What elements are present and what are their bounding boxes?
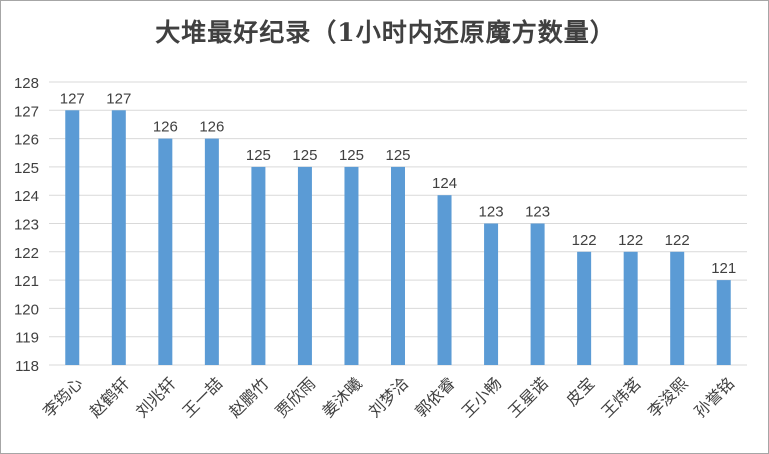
data-label: 126 <box>199 119 224 136</box>
bar <box>484 223 499 365</box>
x-tick-label: 王星诺 <box>505 374 552 421</box>
bar <box>716 280 731 365</box>
x-tick-label: 孙誉铭 <box>691 374 738 421</box>
y-tick-label: 126 <box>14 132 39 149</box>
x-tick-label: 李浚熙 <box>645 374 692 421</box>
x-tick-label: 赵鹤轩 <box>86 374 133 421</box>
y-tick-label: 127 <box>14 103 39 120</box>
x-axis-labels: 李筠心 赵鹤轩 刘兆轩 王一喆 赵鹏竹 贾欣雨 姜沐曦 刘梦洽 郭依睿 王小畅 王星诺 皮宝 王炜茗 李浚… <box>40 374 738 421</box>
y-axis-ticks: 118 119 120 121 122 123 124 125 126 127 128 <box>14 75 39 375</box>
x-tick-label: 王一喆 <box>179 374 226 421</box>
data-label: 122 <box>572 232 597 249</box>
bar <box>577 251 592 365</box>
data-label: 122 <box>618 232 643 249</box>
bar <box>65 110 80 365</box>
data-label: 122 <box>665 232 690 249</box>
data-label: 126 <box>153 119 178 136</box>
x-tick-label: 皮宝 <box>563 374 598 409</box>
y-tick-label: 123 <box>14 217 39 234</box>
bar <box>344 166 359 365</box>
data-label: 123 <box>479 204 504 221</box>
data-label: 125 <box>339 147 364 164</box>
x-tick-label: 姜沐曦 <box>319 374 366 421</box>
x-tick-label: 王炜茗 <box>598 374 645 421</box>
x-tick-label: 李筠心 <box>40 374 87 421</box>
y-tick-label: 124 <box>14 188 39 205</box>
chart-title: 大堆最好纪录（1小时内还原魔方数量） <box>155 18 616 47</box>
bar <box>204 138 219 365</box>
bar <box>111 110 126 365</box>
data-label: 125 <box>385 147 410 164</box>
bar <box>530 223 545 365</box>
x-tick-label: 刘梦洽 <box>366 374 413 421</box>
data-label: 123 <box>525 204 550 221</box>
bar <box>391 166 405 365</box>
data-label: 125 <box>246 147 271 164</box>
y-tick-label: 119 <box>15 330 39 347</box>
y-tick-label: 121 <box>14 273 39 290</box>
data-label: 124 <box>432 175 457 192</box>
bar <box>437 195 452 365</box>
bars <box>65 110 731 365</box>
data-label: 127 <box>60 90 85 107</box>
bar <box>670 251 685 365</box>
data-labels: 127 127 126 126 125 125 125 125 124 123 123 122 122 1… <box>60 90 736 277</box>
bar <box>297 166 312 365</box>
x-tick-label: 贾欣雨 <box>272 374 319 421</box>
y-tick-label: 128 <box>14 75 39 92</box>
data-label: 125 <box>292 147 317 164</box>
y-tick-label: 118 <box>15 358 39 375</box>
y-tick-label: 122 <box>14 245 39 262</box>
x-tick-label: 刘兆轩 <box>133 374 180 421</box>
bar <box>158 138 173 365</box>
x-tick-label: 赵鹏竹 <box>226 374 273 421</box>
y-tick-label: 125 <box>14 160 39 177</box>
x-tick-label: 郭依睿 <box>412 374 459 421</box>
x-tick-label: 王小畅 <box>459 374 506 421</box>
y-tick-label: 120 <box>14 301 39 318</box>
data-label: 127 <box>106 90 131 107</box>
data-label: 121 <box>711 260 736 277</box>
bar <box>623 251 638 365</box>
bar <box>251 166 266 365</box>
